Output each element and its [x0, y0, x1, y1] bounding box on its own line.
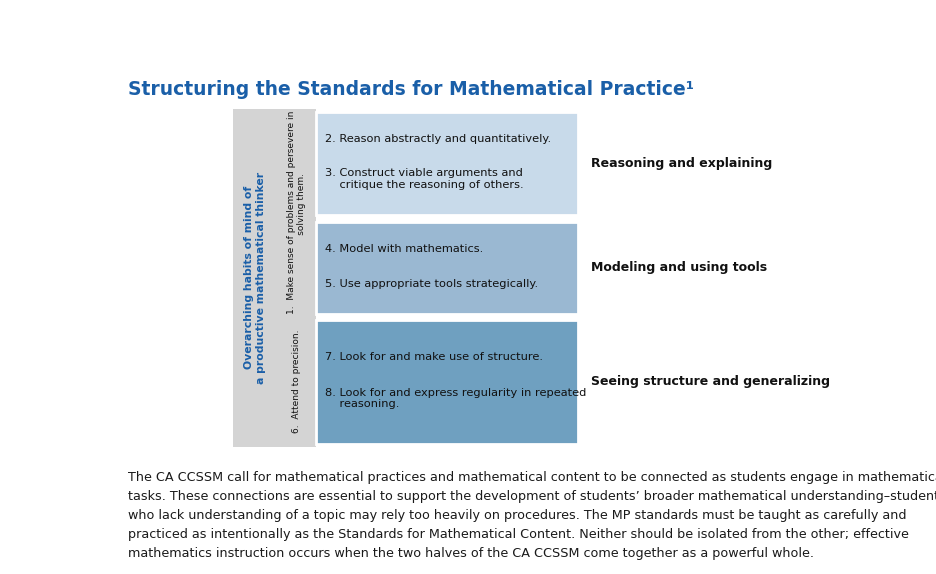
Text: Reasoning and explaining: Reasoning and explaining	[591, 157, 772, 170]
Text: 7. Look for and make use of structure.: 7. Look for and make use of structure.	[325, 352, 543, 362]
Text: Modeling and using tools: Modeling and using tools	[591, 261, 767, 274]
Bar	[316, 222, 578, 313]
Text: 3. Construct viable arguments and
    critique the reasoning of others.: 3. Construct viable arguments and critiq…	[325, 168, 524, 190]
Text: 5. Use appropriate tools strategically.: 5. Use appropriate tools strategically.	[325, 280, 538, 289]
Bar	[316, 112, 578, 215]
Text: 2. Reason abstractly and quantitatively.: 2. Reason abstractly and quantitatively.	[325, 134, 551, 144]
Bar	[233, 108, 316, 447]
Text: Overarching habits of mind of
a productive mathematical thinker: Overarching habits of mind of a producti…	[244, 172, 266, 384]
Bar	[316, 320, 578, 444]
Text: Seeing structure and generalizing: Seeing structure and generalizing	[591, 375, 829, 388]
Text: 8. Look for and express regularity in repeated
    reasoning.: 8. Look for and express regularity in re…	[325, 387, 587, 409]
Text: 6.  Attend to precision.: 6. Attend to precision.	[292, 330, 301, 433]
Text: The CA CCSSM call for mathematical practices and mathematical content to be conn: The CA CCSSM call for mathematical pract…	[128, 471, 936, 560]
Text: Structuring the Standards for Mathematical Practice¹: Structuring the Standards for Mathematic…	[128, 80, 694, 99]
Text: 1.  Make sense of problems and persevere in
      solving them.: 1. Make sense of problems and persevere …	[286, 111, 306, 315]
Text: 4. Model with mathematics.: 4. Model with mathematics.	[325, 244, 483, 254]
